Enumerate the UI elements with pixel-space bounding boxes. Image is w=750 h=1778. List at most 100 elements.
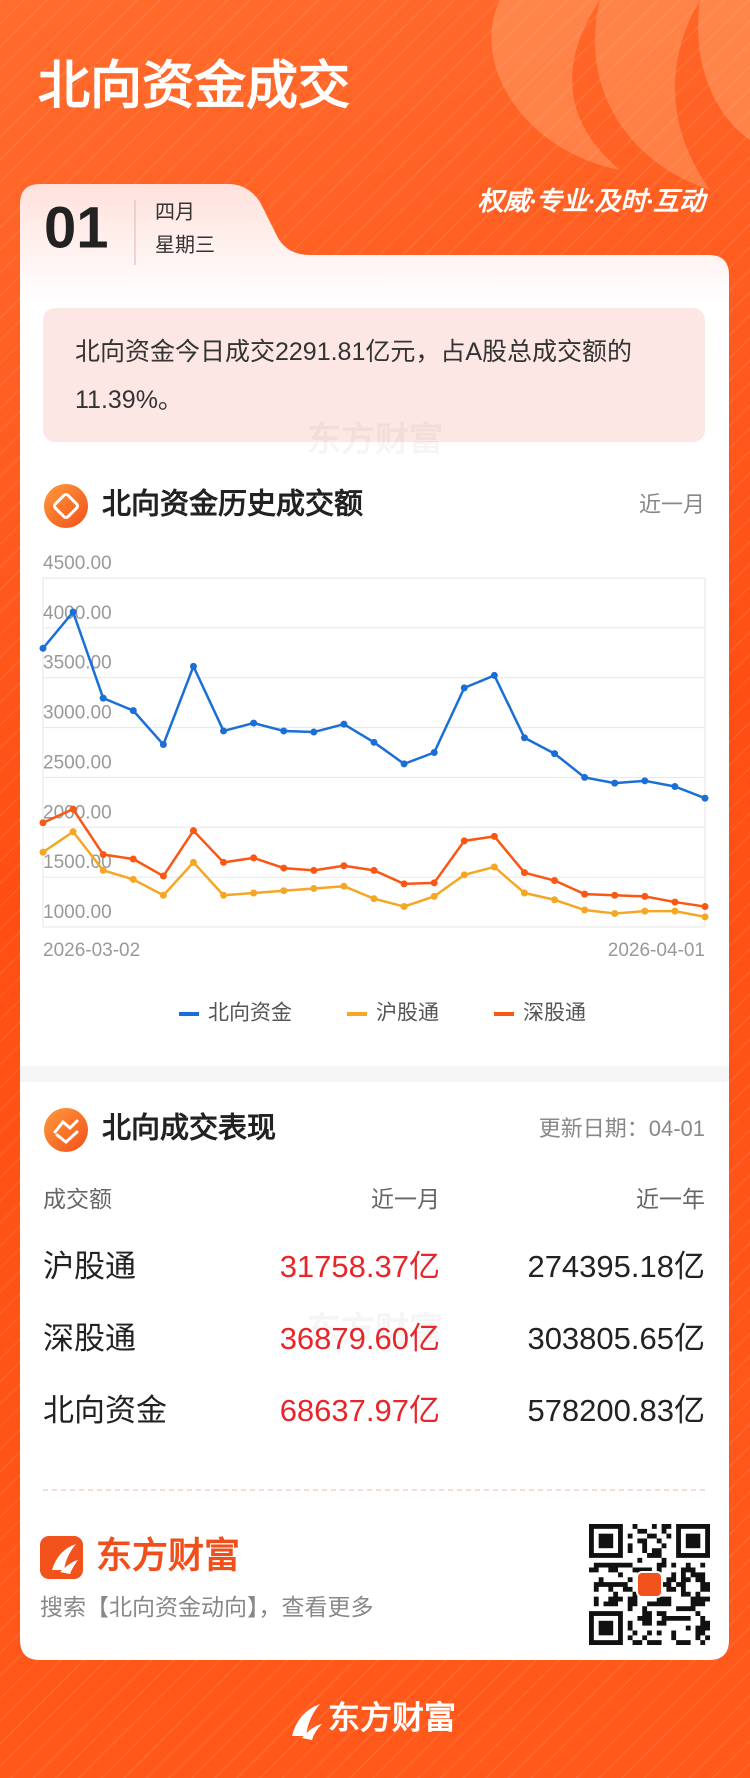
legend-label: 深股通 (523, 1002, 586, 1025)
chart-period: 近一月 (639, 492, 705, 517)
data-point (250, 889, 258, 897)
data-point (159, 872, 167, 880)
data-point (611, 909, 619, 917)
data-point (520, 734, 528, 742)
legend-label: 沪股通 (376, 1002, 439, 1025)
table-title: 北向成交表现 (102, 1111, 276, 1145)
y-tick-label: 3000.00 (43, 703, 112, 724)
date-day: 01 (44, 195, 109, 260)
data-point (220, 727, 228, 735)
data-point (310, 885, 318, 893)
data-point (220, 891, 228, 899)
watermark: 东方财富 (307, 1310, 443, 1349)
table-cell: 274395.18亿 (527, 1249, 705, 1284)
data-point (641, 777, 649, 785)
data-point (490, 863, 498, 871)
search-prompt: 搜索【北向资金动向】，查看更多 (40, 1594, 374, 1620)
data-point (460, 837, 468, 845)
section-icon (53, 493, 79, 519)
data-point (490, 671, 498, 679)
data-point (400, 903, 408, 911)
data-point (520, 869, 528, 877)
data-point (69, 805, 77, 813)
data-point (129, 855, 137, 863)
data-point (250, 719, 258, 727)
data-point (701, 913, 709, 921)
divider (20, 1066, 729, 1082)
qr-finder (588, 1524, 623, 1558)
footer-logo (292, 1704, 322, 1740)
date-weekday: 星期三 (155, 234, 215, 256)
summary-box (43, 308, 705, 442)
data-point (280, 727, 288, 735)
data-point (39, 819, 47, 827)
data-point (520, 889, 528, 897)
data-point (671, 783, 679, 791)
data-point (69, 828, 77, 836)
data-point (189, 662, 197, 670)
data-point (280, 887, 288, 895)
data-point (460, 684, 468, 692)
chart-title: 北向资金历史成交额 (102, 487, 363, 521)
decoration (698, 0, 750, 140)
page-title: 北向资金成交 (38, 58, 350, 116)
summary: 北向资金今日成交2291.81亿元，占A股总成交额的11.39%。 (75, 338, 633, 414)
qr-logo (636, 1571, 663, 1598)
data-point (280, 864, 288, 872)
table-cell: 36879.60亿 (280, 1321, 440, 1356)
date-month: 四月 (155, 201, 195, 223)
footer-brand: 东方财富 (328, 1699, 456, 1735)
brand: 东方财富 (96, 1535, 240, 1576)
table-header: 近一月 (371, 1186, 440, 1212)
qr-code (588, 1524, 710, 1646)
qr-finder (598, 1533, 614, 1549)
data-point (159, 891, 167, 899)
data-point (551, 750, 559, 758)
data-point (430, 879, 438, 887)
table-cell: 沪股通 (43, 1249, 136, 1284)
data-point (69, 608, 77, 616)
data-point (611, 891, 619, 899)
card (20, 184, 729, 1660)
data-point (189, 827, 197, 835)
data-point (39, 848, 47, 856)
data-point (641, 892, 649, 900)
data-point (250, 854, 258, 862)
y-tick-label: 4500.00 (43, 553, 112, 574)
data-point (220, 858, 228, 866)
data-point (370, 738, 378, 746)
y-tick-label: 2500.00 (43, 752, 112, 773)
data-point (611, 779, 619, 787)
data-point (129, 707, 137, 715)
table-cell: 303805.65亿 (527, 1321, 705, 1356)
data-point (490, 832, 498, 840)
data-point (129, 875, 137, 883)
y-tick-label: 1000.00 (43, 902, 112, 923)
data-point (581, 906, 589, 914)
x-tick-label: 2026-04-01 (608, 940, 705, 961)
data-point (370, 895, 378, 903)
data-point (189, 858, 197, 866)
data-point (551, 877, 559, 885)
data-point (701, 794, 709, 802)
data-point (581, 890, 589, 898)
y-tick-label: 3500.00 (43, 653, 112, 674)
table-cell: 深股通 (43, 1321, 136, 1356)
section-icon (53, 1119, 79, 1144)
data-point (400, 880, 408, 888)
data-point (430, 892, 438, 900)
section-icon (44, 484, 88, 528)
qr-finder (685, 1533, 701, 1549)
y-tick-label: 4000.00 (43, 603, 112, 624)
logo-icon (52, 1544, 78, 1574)
qr-finder (588, 1611, 623, 1646)
decoration (491, 0, 620, 170)
data-point (460, 871, 468, 879)
data-point (641, 907, 649, 915)
section-icon (44, 1108, 88, 1152)
data-point (430, 749, 438, 756)
y-tick-label: 2000.00 (43, 802, 112, 823)
table-cell: 北向资金 (43, 1393, 167, 1428)
data-point (310, 866, 318, 874)
